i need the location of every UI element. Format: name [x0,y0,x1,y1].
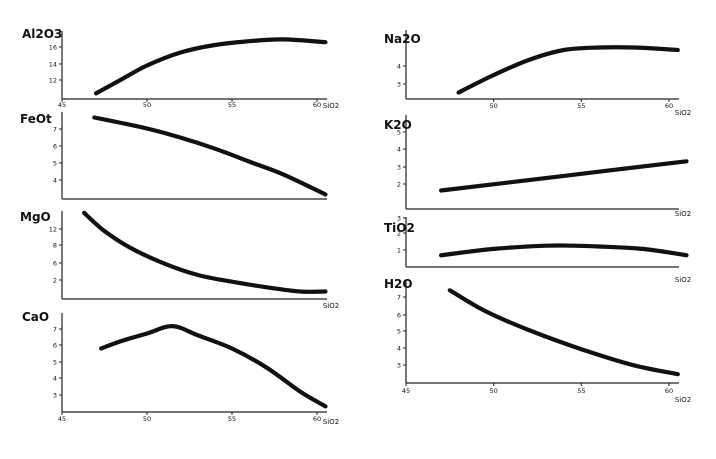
cao-y-tick-label: 7 [53,326,57,334]
al2o3-y-label: Al2O3 [22,27,62,41]
tio2-panel: TiO2 1 2 3 SiO2 [384,215,691,285]
k2o-y-label: K2O [384,118,412,132]
cao-x-tick-label: 45 [58,415,66,423]
feot-y-tick-label: 4 [53,177,57,185]
h2o-y-label: H2O [384,277,413,291]
na2o-y-label: Na2O [384,32,421,46]
feot-y-tick-label: 7 [53,126,57,134]
mgo-y-tick-label: 2 [53,277,57,285]
al2o3-panel: Al2O3 12 14 16 45 50 55 60 SiO2 [22,27,339,110]
mgo-panel: MgO 2 6 8 12 SiO2 [20,210,339,310]
cao-x-label: SiO2 [323,418,339,426]
na2o-x-tick-label: 50 [490,102,498,110]
cao-y-tick-label: 4 [53,375,57,383]
h2o-x-tick-label: 50 [490,387,498,395]
h2o-x-tick-label: 45 [402,387,410,395]
k2o-y-tick-label: 2 [397,181,401,189]
feot-trend-line [92,115,328,197]
tio2-trend-line [439,243,689,258]
k2o-y-tick-label: 3 [397,164,401,172]
h2o-x-label: SiO2 [675,396,691,404]
tio2-y-tick-label: 2 [397,230,401,238]
cao-y-tick-label: 5 [53,359,57,367]
tio2-y-label: TiO2 [384,221,415,235]
h2o-y-tick-label: 5 [397,328,401,336]
na2o-x-tick-label: 60 [665,102,673,110]
mgo-y-tick-label: 12 [49,226,57,234]
cao-x-tick-label: 50 [143,415,151,423]
cao-trend-line [99,324,328,409]
al2o3-y-tick-label: 12 [49,77,57,85]
na2o-trend-line [456,45,680,95]
feot-y-tick-label: 5 [53,160,57,168]
k2o-y-tick-label: 5 [397,129,401,137]
al2o3-trend-line [93,37,328,96]
cao-y-label: CaO [22,310,49,324]
h2o-x-tick-label: 55 [577,387,585,395]
mgo-trend-line [82,210,328,294]
cao-y-tick-label: 3 [53,392,57,400]
mgo-x-label: SiO2 [323,302,339,310]
h2o-trend-line [447,288,680,377]
mgo-y-label: MgO [20,210,51,224]
feot-y-tick-label: 6 [53,143,57,151]
al2o3-x-tick-label: 55 [228,101,236,109]
k2o-x-label: SiO2 [675,210,691,218]
h2o-y-tick-label: 6 [397,312,401,320]
feot-panel: FeOt 4 5 6 7 [20,112,328,200]
h2o-y-tick-label: 7 [397,294,401,302]
tio2-y-tick-label: 1 [397,247,401,255]
al2o3-x-tick-label: 50 [143,101,151,109]
k2o-panel: K2O 2 3 4 5 SiO2 [384,115,691,218]
h2o-x-tick-label: 60 [665,387,673,395]
k2o-trend-line [439,159,689,193]
al2o3-x-tick-label: 45 [58,101,66,109]
al2o3-y-tick-label: 14 [49,61,57,69]
k2o-y-tick-label: 4 [397,146,401,154]
h2o-y-tick-label: 4 [397,345,401,353]
al2o3-y-tick-label: 16 [49,44,57,52]
mgo-y-tick-label: 8 [53,242,57,250]
na2o-x-label: SiO2 [675,109,691,117]
al2o3-x-tick-label: 60 [313,101,321,109]
tio2-y-tick-label: 3 [397,215,401,223]
na2o-x-tick-label: 55 [577,102,585,110]
cao-y-tick-label: 6 [53,342,57,350]
cao-x-tick-label: 55 [228,415,236,423]
na2o-y-tick-label: 4 [397,63,401,71]
tio2-x-label: SiO2 [675,276,691,284]
cao-x-tick-label: 60 [313,415,321,423]
na2o-y-tick-label: 3 [397,81,401,89]
feot-y-label: FeOt [20,112,52,126]
mgo-y-tick-label: 6 [53,260,57,268]
h2o-y-tick-label: 3 [397,362,401,370]
al2o3-x-label: SiO2 [323,102,339,110]
